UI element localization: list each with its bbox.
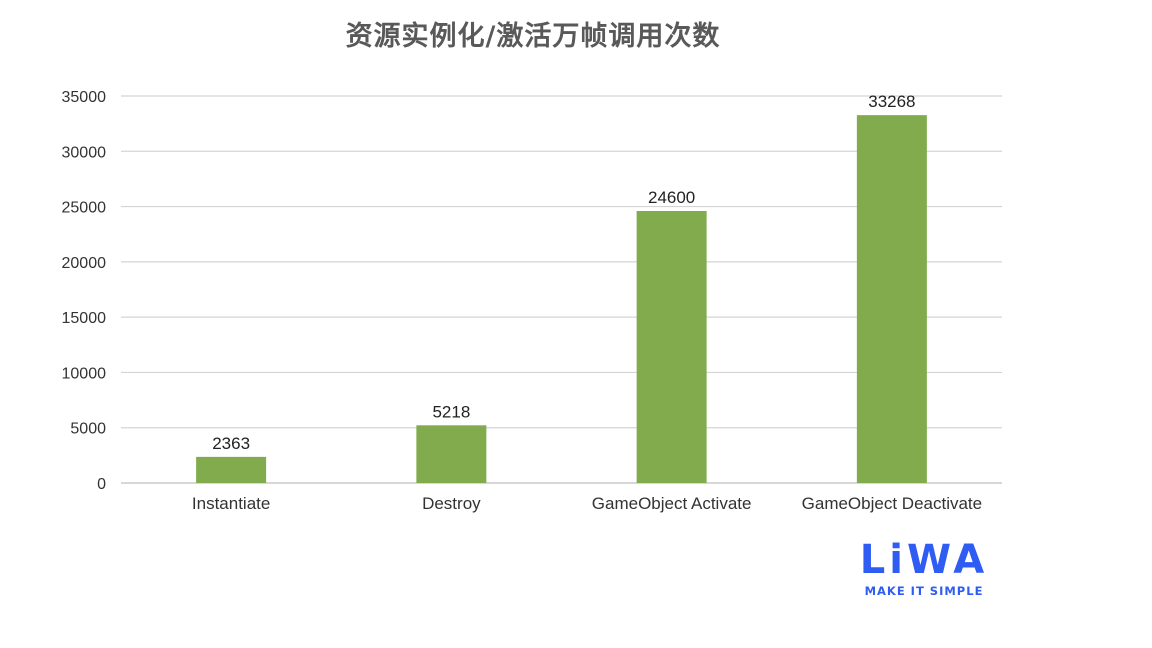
bar-destroy: [416, 425, 487, 483]
data-label: 24600: [648, 188, 695, 207]
x-tick-label: GameObject Activate: [592, 494, 752, 513]
bar-gameobject-deactivate: [856, 115, 927, 483]
y-tick-label: 20000: [62, 255, 107, 272]
bars: [196, 115, 927, 483]
x-tick-label: GameObject Deactivate: [802, 494, 982, 513]
chart-title: 资源实例化/激活万帧调用次数: [345, 21, 721, 52]
y-tick-label: 25000: [62, 200, 107, 217]
y-tick-label: 0: [97, 476, 106, 493]
gridlines: [121, 95, 1002, 484]
logo-wordmark: LiWA: [859, 537, 989, 583]
data-label: 33268: [868, 92, 915, 111]
y-tick-label: 15000: [62, 310, 107, 327]
axis: 0 5000 10000 15000 20000 25000 30000 35000: [62, 89, 107, 493]
logo-tagline: MAKE IT SIMPLE: [864, 584, 984, 598]
y-tick-label: 30000: [62, 144, 107, 161]
y-tick-label: 35000: [62, 89, 107, 106]
data-label: 2363: [212, 434, 250, 453]
x-tick-label: Instantiate: [192, 494, 270, 513]
data-label: 5218: [432, 402, 470, 421]
x-tick-label: Destroy: [422, 494, 481, 513]
liwa-logo: LiWA MAKE IT SIMPLE: [838, 538, 1010, 602]
bar-gameobject-activate: [636, 210, 707, 483]
bar-instantiate: [196, 456, 267, 483]
labels: 2363 Instantiate 5218 Destroy 24600 GameObjec…: [192, 92, 982, 513]
y-tick-label: 5000: [70, 421, 106, 438]
y-tick-label: 10000: [62, 365, 107, 382]
